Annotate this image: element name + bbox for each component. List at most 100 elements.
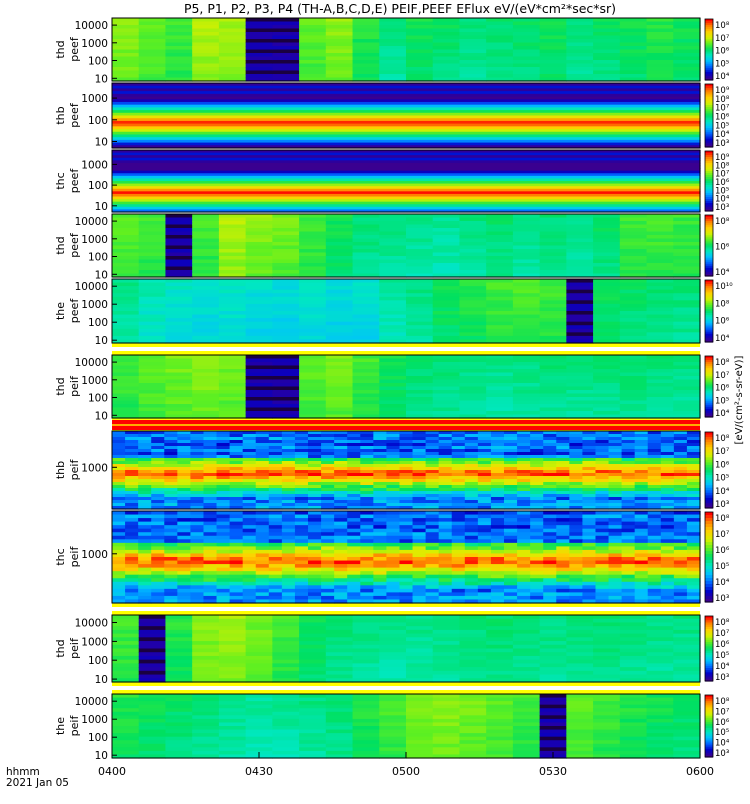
heatmap-cell: [347, 589, 361, 593]
heatmap-cell: [246, 307, 273, 311]
heatmap-cell: [540, 263, 567, 267]
heatmap-cell: [192, 722, 219, 726]
heatmap-cell: [112, 546, 126, 550]
heatmap-cell: [139, 25, 166, 29]
heatmap-cell: [326, 733, 353, 737]
heatmap-cell: [353, 286, 380, 290]
heatmap-cell: [459, 246, 486, 250]
heatmap-cell: [177, 557, 191, 561]
heatmap-cell: [192, 36, 219, 40]
heatmap-cell: [272, 369, 299, 373]
heatmap-cell: [620, 29, 647, 33]
heatmap-cell: [406, 36, 433, 40]
heatmap-cell: [439, 539, 453, 543]
heatmap-cell: [459, 270, 486, 274]
heatmap-cell: [543, 564, 557, 568]
heatmap-cell: [192, 332, 219, 336]
heatmap-cell: [406, 283, 433, 287]
heatmap-cell: [308, 543, 322, 547]
heatmap-cell: [192, 366, 219, 370]
heatmap-cell: [647, 359, 674, 363]
heatmap-cell: [353, 214, 380, 218]
heatmap-cell: [177, 553, 191, 557]
heatmap-cell: [360, 532, 374, 536]
heatmap-cell: [272, 22, 299, 26]
heatmap-cell: [513, 225, 540, 229]
heatmap-cell: [272, 390, 299, 394]
heatmap-cell: [540, 293, 567, 297]
heatmap-cell: [347, 592, 361, 596]
heatmap-cell: [192, 708, 219, 712]
heatmap-cell: [530, 596, 544, 600]
heatmap-cell: [138, 564, 152, 568]
heatmap-cell: [326, 747, 353, 751]
heatmap-cell: [256, 568, 270, 572]
heatmap-cell: [566, 53, 593, 57]
heatmap-cell: [647, 221, 674, 225]
heatmap-cell: [246, 705, 273, 709]
heatmap-cell: [648, 557, 662, 561]
heatmap-cell: [673, 46, 700, 50]
heatmap-cell: [647, 25, 674, 29]
heatmap-cell: [308, 539, 322, 543]
heatmap-cell: [517, 543, 531, 547]
heatmap-cell: [243, 553, 257, 557]
heatmap-cell: [513, 29, 540, 33]
heatmap-cell: [125, 539, 139, 543]
heatmap-cell: [165, 214, 192, 218]
heatmap-cell: [426, 571, 440, 575]
colorbar-tick-label: 10⁶: [715, 546, 730, 556]
heatmap-cell: [177, 582, 191, 586]
heatmap-cell: [112, 394, 139, 398]
heatmap-cell: [246, 708, 273, 712]
heatmap-cell: [459, 652, 486, 656]
heatmap-cell: [295, 582, 309, 586]
heatmap-cell: [413, 568, 427, 572]
heatmap-cell: [112, 260, 139, 264]
heatmap-cell: [595, 592, 609, 596]
heatmap-cell: [620, 394, 647, 398]
heatmap-cell: [246, 25, 273, 29]
heatmap-cell: [569, 592, 583, 596]
heatmap-cell: [593, 667, 620, 671]
heatmap-cell: [673, 311, 700, 315]
heatmap-cell: [566, 645, 593, 649]
heatmap-cell: [459, 637, 486, 641]
heatmap-cell: [530, 543, 544, 547]
heatmap-cell: [452, 585, 466, 589]
heatmap-cell: [165, 747, 192, 751]
heatmap-cell: [164, 592, 178, 596]
heatmap-cell: [517, 592, 531, 596]
heatmap-cell: [517, 525, 531, 529]
heatmap-cell: [399, 575, 413, 579]
heatmap-cell: [486, 634, 513, 638]
heatmap-cell: [165, 712, 192, 716]
heatmap-cell: [299, 60, 326, 64]
heatmap-cell: [272, 649, 299, 653]
heatmap-cell: [406, 332, 433, 336]
heatmap-cell: [272, 315, 299, 319]
heatmap-cell: [386, 585, 400, 589]
heatmap-cell: [593, 332, 620, 336]
heatmap-cell: [517, 561, 531, 565]
heatmap-cell: [593, 390, 620, 394]
heatmap-cell: [139, 751, 166, 755]
heatmap-cell: [517, 539, 531, 543]
heatmap-cell: [246, 747, 273, 751]
heatmap-cell: [661, 592, 675, 596]
heatmap-cell: [299, 383, 326, 387]
heatmap-cell: [272, 71, 299, 75]
heatmap-cell: [673, 260, 700, 264]
heatmap-cell: [295, 515, 309, 519]
heatmap-cell: [347, 575, 361, 579]
heatmap-cell: [609, 596, 623, 600]
heatmap-cell: [647, 615, 674, 619]
heatmap-cell: [620, 376, 647, 380]
heatmap-cell: [353, 701, 380, 705]
heatmap-cell: [513, 404, 540, 408]
heatmap-cell: [379, 630, 406, 634]
heatmap-cell: [635, 561, 649, 565]
heatmap-cell: [125, 529, 139, 533]
heatmap-cell: [246, 733, 273, 737]
y-tick-label: 1000: [81, 159, 108, 171]
